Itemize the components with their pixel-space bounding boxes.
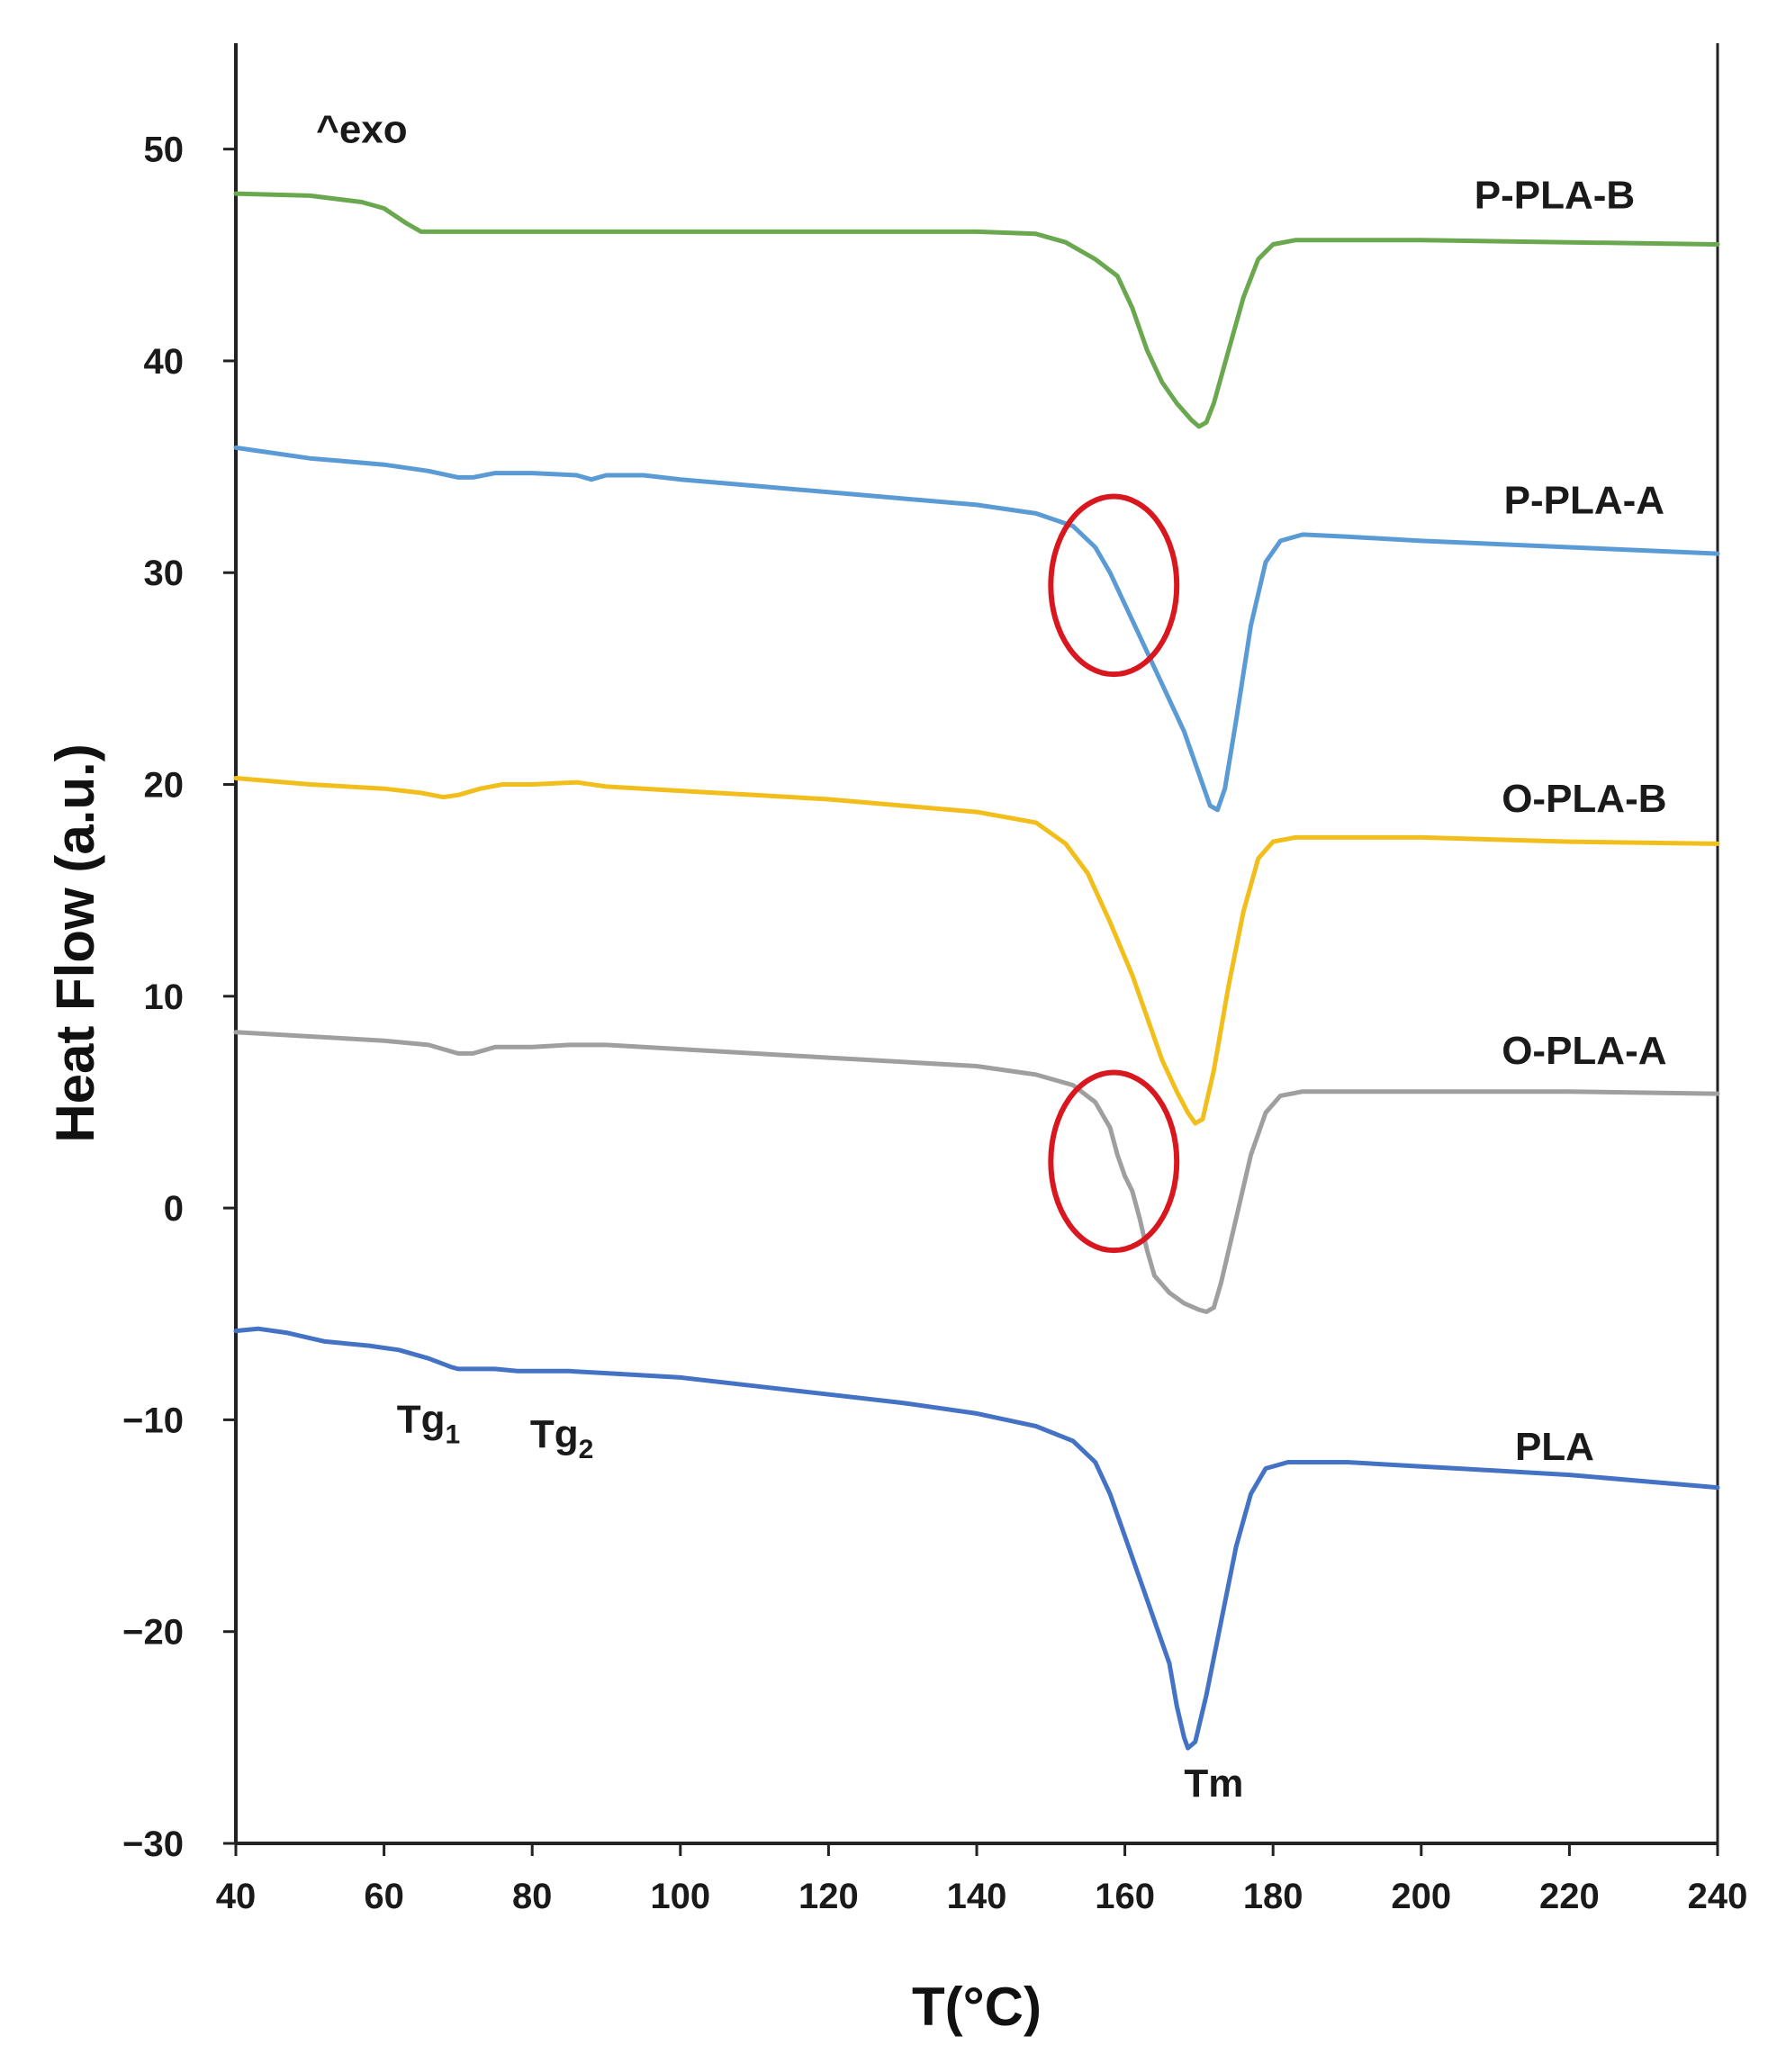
x-tick-label: 160 bbox=[1095, 1877, 1155, 1916]
x-tick-label: 140 bbox=[947, 1877, 1007, 1916]
highlight-group bbox=[1048, 493, 1180, 1254]
y-tick-label: −20 bbox=[122, 1613, 184, 1653]
x-tick-label: 180 bbox=[1243, 1877, 1303, 1916]
highlight-ellipse-1 bbox=[1048, 493, 1180, 678]
annotation-tm: Tm bbox=[1184, 1761, 1243, 1806]
x-tick-label: 80 bbox=[512, 1877, 553, 1916]
x-tick-label: 220 bbox=[1539, 1877, 1600, 1916]
annotation-exo: ^exo bbox=[316, 108, 408, 152]
y-ticks: −30 −20 −10 0 10 20 30 40 50 bbox=[122, 131, 236, 1864]
series-label-p-pla-b: P-PLA-B bbox=[1475, 174, 1635, 218]
series-label-o-pla-b: O-PLA-B bbox=[1502, 777, 1666, 821]
y-tick-label: 50 bbox=[144, 131, 185, 170]
series-line-p-pla-b bbox=[233, 191, 1720, 429]
annotation-tg1: Tg1 bbox=[397, 1398, 460, 1450]
y-tick-label: 10 bbox=[144, 977, 185, 1017]
y-tick-label: 20 bbox=[144, 766, 185, 806]
annotation-tg2: Tg2 bbox=[530, 1412, 593, 1464]
plot-area bbox=[234, 43, 1719, 1845]
y-tick-label: −30 bbox=[122, 1824, 184, 1864]
annotations: ^exo Tg1 Tg2 Tm bbox=[316, 108, 1243, 1806]
highlight-ellipse-2 bbox=[1048, 1069, 1180, 1254]
y-tick-label: −10 bbox=[122, 1401, 184, 1440]
series-line-p-pla-a bbox=[233, 445, 1720, 813]
x-tick-label: 40 bbox=[216, 1877, 257, 1916]
series-line-o-pla-a bbox=[233, 1030, 1720, 1314]
series-label-o-pla-a: O-PLA-A bbox=[1502, 1029, 1666, 1073]
y-tick-label: 40 bbox=[144, 342, 185, 382]
series-label-pla: PLA bbox=[1515, 1425, 1594, 1469]
series-line-pla bbox=[233, 1326, 1720, 1751]
y-tick-label: 0 bbox=[164, 1189, 184, 1229]
x-tick-label: 200 bbox=[1391, 1877, 1451, 1916]
y-tick-label: 30 bbox=[144, 554, 185, 593]
x-tick-label: 60 bbox=[364, 1877, 404, 1916]
series-line-o-pla-b bbox=[233, 776, 1720, 1126]
x-axis-title: T(°C) bbox=[912, 1977, 1042, 2037]
x-tick-label: 120 bbox=[798, 1877, 859, 1916]
series-group bbox=[233, 191, 1720, 1751]
series-label-p-pla-a: P-PLA-A bbox=[1504, 478, 1664, 522]
x-tick-label: 240 bbox=[1688, 1877, 1748, 1916]
x-tick-label: 100 bbox=[650, 1877, 710, 1916]
x-ticks: 40 60 80 100 120 140 160 180 200 220 240 bbox=[216, 1843, 1748, 1916]
y-axis-title: Heat Flow (a.u.) bbox=[45, 743, 105, 1142]
series-labels: P-PLA-B P-PLA-A O-PLA-B O-PLA-A PLA bbox=[1475, 174, 1667, 1470]
